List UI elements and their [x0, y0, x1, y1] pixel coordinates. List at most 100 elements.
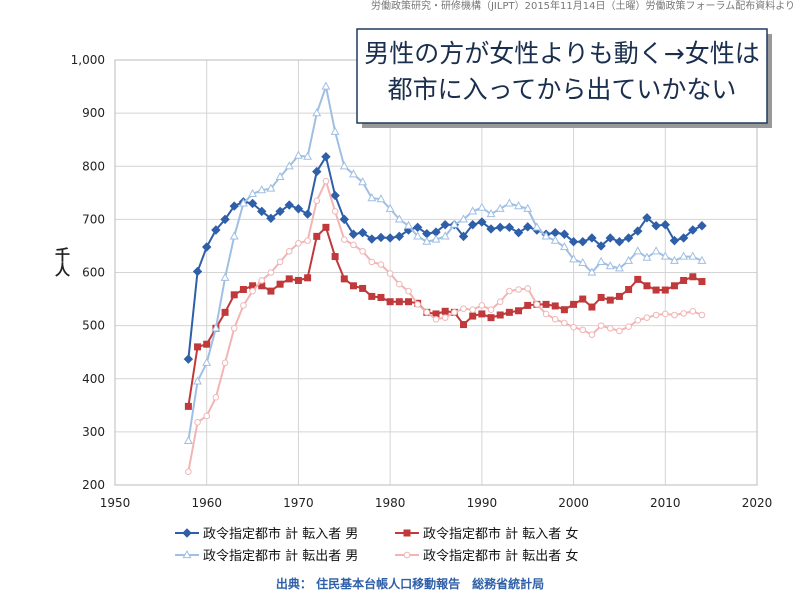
marker [385, 203, 395, 212]
x-tick-label: 1960 [191, 496, 222, 510]
marker [587, 267, 597, 276]
marker [605, 261, 615, 270]
marker [266, 213, 276, 224]
marker [331, 253, 339, 261]
marker [588, 331, 596, 338]
legend-label: 政令指定都市 計 転入者 男 [203, 526, 358, 542]
marker [358, 177, 368, 186]
marker [322, 177, 330, 185]
marker [542, 300, 550, 308]
marker [330, 190, 340, 201]
marker [304, 237, 311, 244]
y-tick-label: 1,000 [71, 53, 105, 67]
marker [697, 255, 707, 264]
x-tick-label: 1990 [467, 496, 498, 510]
marker [182, 549, 192, 559]
marker [523, 222, 533, 232]
marker [542, 310, 550, 318]
marker [642, 252, 652, 261]
marker [182, 528, 192, 538]
marker [597, 322, 605, 329]
marker [322, 223, 330, 231]
annotation-line: 男性の方が女性よりも動く→女性は [364, 39, 759, 68]
marker [633, 246, 643, 255]
y-tick-label: 200 [82, 478, 105, 492]
marker [267, 269, 275, 276]
marker [524, 301, 532, 309]
marker [625, 323, 632, 330]
marker [441, 307, 449, 315]
marker [423, 309, 431, 316]
marker [504, 198, 514, 207]
marker [449, 219, 459, 228]
marker [670, 255, 679, 264]
marker [487, 306, 495, 313]
marker [569, 254, 579, 263]
marker [460, 321, 468, 329]
marker [239, 286, 247, 293]
marker [258, 277, 266, 284]
marker [405, 287, 412, 295]
marker [293, 150, 303, 159]
x-tick-label: 1980 [375, 496, 406, 510]
marker [221, 308, 229, 316]
marker [523, 203, 533, 212]
marker [478, 302, 486, 309]
marker [247, 198, 258, 209]
x-tick-label: 2020 [742, 496, 773, 510]
marker [284, 161, 294, 170]
marker [652, 311, 660, 319]
x-tick-label: 1950 [100, 496, 131, 510]
marker [276, 258, 284, 266]
marker [275, 171, 285, 180]
marker [331, 208, 339, 215]
marker [506, 287, 513, 295]
marker [302, 209, 313, 219]
y-tick-label: 400 [82, 372, 105, 386]
marker [394, 214, 404, 223]
marker [348, 229, 359, 239]
marker [368, 292, 376, 300]
marker [212, 394, 220, 401]
marker [560, 306, 568, 314]
marker [689, 307, 697, 315]
marker [478, 310, 486, 318]
marker [275, 206, 285, 217]
marker [643, 314, 651, 321]
y-tick-label: 900 [82, 106, 105, 120]
marker [660, 219, 670, 230]
marker [559, 241, 569, 251]
marker [504, 222, 515, 233]
marker [661, 310, 669, 318]
marker [623, 233, 634, 243]
marker [249, 287, 256, 295]
marker [194, 419, 201, 426]
marker [432, 315, 440, 323]
marker [340, 275, 348, 283]
marker [616, 327, 623, 335]
marker [257, 185, 267, 194]
marker [596, 256, 606, 265]
marker [303, 151, 313, 160]
marker [679, 251, 689, 260]
marker [203, 340, 211, 348]
marker [330, 126, 340, 135]
marker [578, 257, 588, 267]
marker [313, 197, 321, 205]
marker [367, 234, 377, 244]
y-axis-label: 千人 [53, 247, 71, 277]
marker [202, 242, 212, 252]
marker [349, 282, 357, 290]
marker [579, 295, 587, 303]
marker [220, 214, 230, 225]
annotation-line: 都市に入ってから出ていかない [388, 75, 737, 104]
y-tick-label: 800 [82, 159, 105, 173]
marker [532, 222, 542, 231]
marker [304, 274, 312, 282]
marker [192, 266, 203, 277]
marker [588, 303, 596, 311]
marker [230, 291, 238, 299]
marker [440, 219, 450, 230]
marker [614, 236, 625, 247]
